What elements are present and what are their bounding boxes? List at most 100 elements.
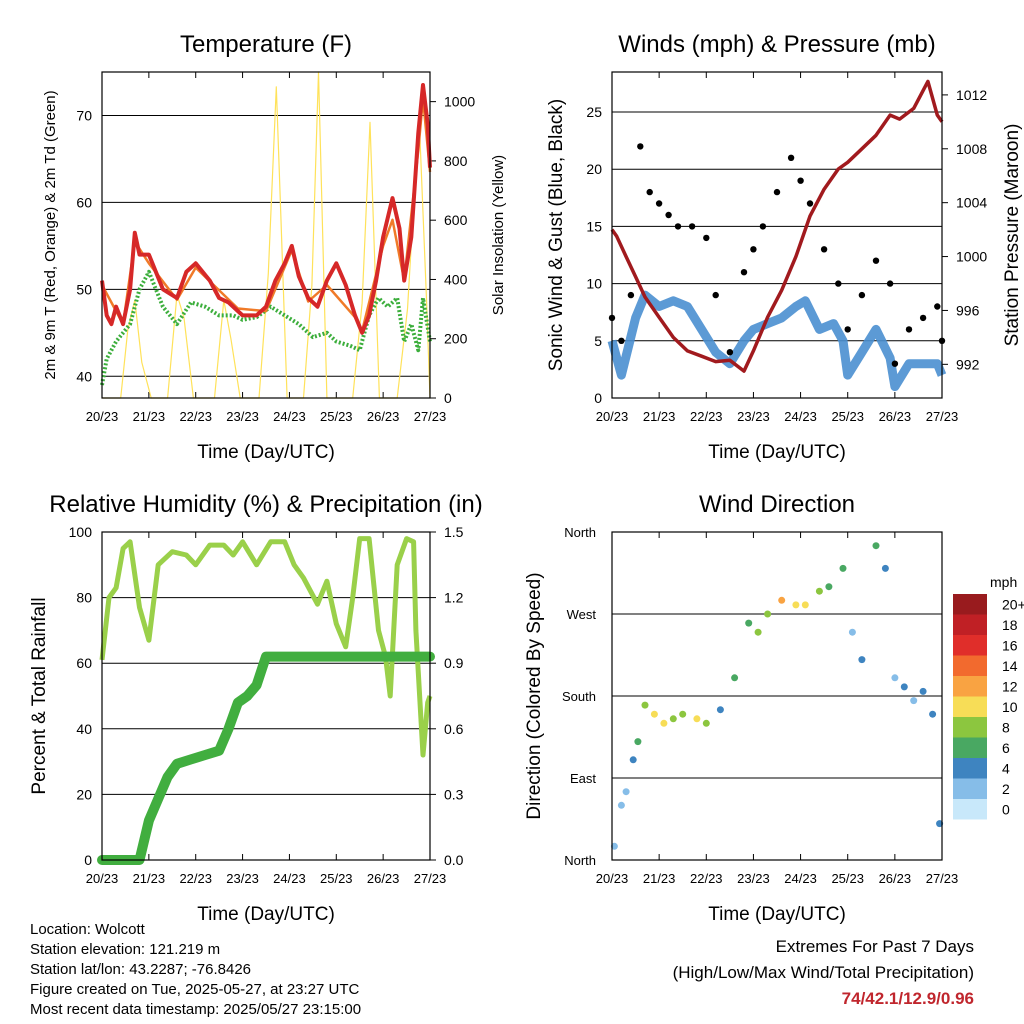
y2-axis-label: Solar Insolation (Yellow) xyxy=(490,155,507,315)
y-tick-label: 15 xyxy=(586,218,602,234)
gust-point xyxy=(665,211,672,219)
y-axis-label: 2m & 9m T (Red, Orange) & 2m Td (Green) xyxy=(42,90,59,379)
x-tick-label: 25/23 xyxy=(831,409,864,424)
direction-point xyxy=(693,715,701,723)
x-tick-label: 25/23 xyxy=(320,409,353,424)
x-tick-label: 27/23 xyxy=(926,871,959,886)
legend-swatch xyxy=(953,676,987,697)
direction-point xyxy=(792,601,800,609)
direction-point xyxy=(641,701,649,709)
direction-point xyxy=(858,656,866,664)
legend-swatch xyxy=(953,594,987,615)
x-tick-label: 21/23 xyxy=(133,871,166,886)
direction-point xyxy=(660,719,668,727)
plot-frame xyxy=(611,531,943,861)
chart-panel-1: Winds (mph) & Pressure (mb) Time (Day/UTC… xyxy=(546,31,1023,463)
direction-point xyxy=(881,564,889,572)
y-tick-label: 25 xyxy=(586,104,602,120)
direction-point xyxy=(919,687,927,695)
series-line-2 xyxy=(100,269,432,386)
x-tick-label: 21/23 xyxy=(133,409,166,424)
y2-tick-label: 1012 xyxy=(956,87,987,103)
chart-panel-0: Temperature (F) Time (Day/UTC) 20/23 21/23 2… xyxy=(42,31,507,463)
legend-label: 4 xyxy=(1002,760,1010,776)
x-tick-label: 20/23 xyxy=(86,409,119,424)
x-tick-label: 23/23 xyxy=(737,409,770,424)
y2-tick-label: 0.0 xyxy=(444,852,464,868)
gust-point xyxy=(740,269,748,276)
legend-label: 16 xyxy=(1002,637,1018,653)
gust-point xyxy=(674,223,682,230)
y2-tick-label: 0.6 xyxy=(444,721,464,737)
legend-label: 8 xyxy=(1002,719,1010,735)
x-tick-label: 24/23 xyxy=(784,409,817,424)
x-tick-label: 24/23 xyxy=(784,871,817,886)
y2-tick-label: 0.3 xyxy=(444,786,464,802)
plot-frame xyxy=(101,531,431,861)
direction-point xyxy=(848,628,856,636)
y-tick-label: 0 xyxy=(594,390,602,406)
gust-point xyxy=(858,291,866,299)
y-tick-label: 60 xyxy=(76,655,92,671)
direction-point xyxy=(629,756,637,764)
y2-tick-label: 0.9 xyxy=(444,655,464,671)
gust-point xyxy=(618,337,625,344)
direction-point xyxy=(900,683,908,691)
direction-point xyxy=(731,674,739,682)
y-tick-label: 100 xyxy=(69,524,93,540)
direction-point xyxy=(815,587,823,595)
chart-title: Winds (mph) & Pressure (mb) xyxy=(618,31,935,58)
y-tick-label: 10 xyxy=(586,276,602,292)
direction-point xyxy=(634,738,642,746)
legend-swatch xyxy=(953,614,987,635)
gust-point xyxy=(886,280,894,287)
plot-frame xyxy=(101,71,431,399)
wind-series-line xyxy=(607,290,947,392)
gust-point xyxy=(919,314,927,322)
y-tick-label: North xyxy=(564,853,596,868)
gust-point xyxy=(726,349,734,356)
x-tick-label: 25/23 xyxy=(831,871,864,886)
y-axis-label: Sonic Wind & Gust (Blue, Black) xyxy=(546,99,567,371)
x-tick-label: 22/23 xyxy=(179,409,212,424)
y2-tick-label: 992 xyxy=(956,356,980,372)
x-axis-label: Time (Day/UTC) xyxy=(197,442,335,463)
legend-swatch xyxy=(953,717,987,738)
direction-point xyxy=(891,674,899,682)
y2-tick-label: 1000 xyxy=(956,249,987,265)
gust-point xyxy=(787,154,795,161)
extremes-values: 74/42.1/12.9/0.96 xyxy=(841,989,974,1008)
recent-timestamp: Most recent data timestamp: 2025/05/27 2… xyxy=(30,1001,362,1018)
gust-point xyxy=(872,257,880,264)
gust-point xyxy=(806,200,814,207)
legend-swatch xyxy=(953,737,987,758)
y2-tick-label: 800 xyxy=(444,153,468,169)
legend-label: 20+ xyxy=(1002,596,1024,612)
gust-point xyxy=(820,246,828,253)
direction-point xyxy=(679,710,687,718)
extremes-title: Extremes For Past 7 Days xyxy=(775,937,974,956)
direction-point xyxy=(764,610,772,618)
legend-swatch xyxy=(953,799,987,820)
gust-point xyxy=(655,200,663,207)
pressure-series-line xyxy=(610,79,944,373)
y2-tick-label: 1004 xyxy=(956,195,987,211)
direction-point xyxy=(910,697,918,705)
x-tick-label: 24/23 xyxy=(273,409,306,424)
direction-point xyxy=(825,583,833,591)
x-tick-label: 24/23 xyxy=(273,871,306,886)
gust-point xyxy=(797,177,804,184)
x-tick-label: 22/23 xyxy=(179,871,212,886)
y-tick-label: East xyxy=(570,771,596,786)
gust-point xyxy=(773,188,781,196)
precip-series-line xyxy=(97,651,435,865)
legend-label: 6 xyxy=(1002,740,1010,756)
y-tick-label: 70 xyxy=(76,107,92,123)
legend-label: 10 xyxy=(1002,699,1018,715)
gust-point xyxy=(891,360,899,367)
x-tick-label: 26/23 xyxy=(367,409,400,424)
gust-point xyxy=(703,234,710,242)
legend-label: 18 xyxy=(1002,617,1018,633)
rh-series-line xyxy=(99,536,433,758)
